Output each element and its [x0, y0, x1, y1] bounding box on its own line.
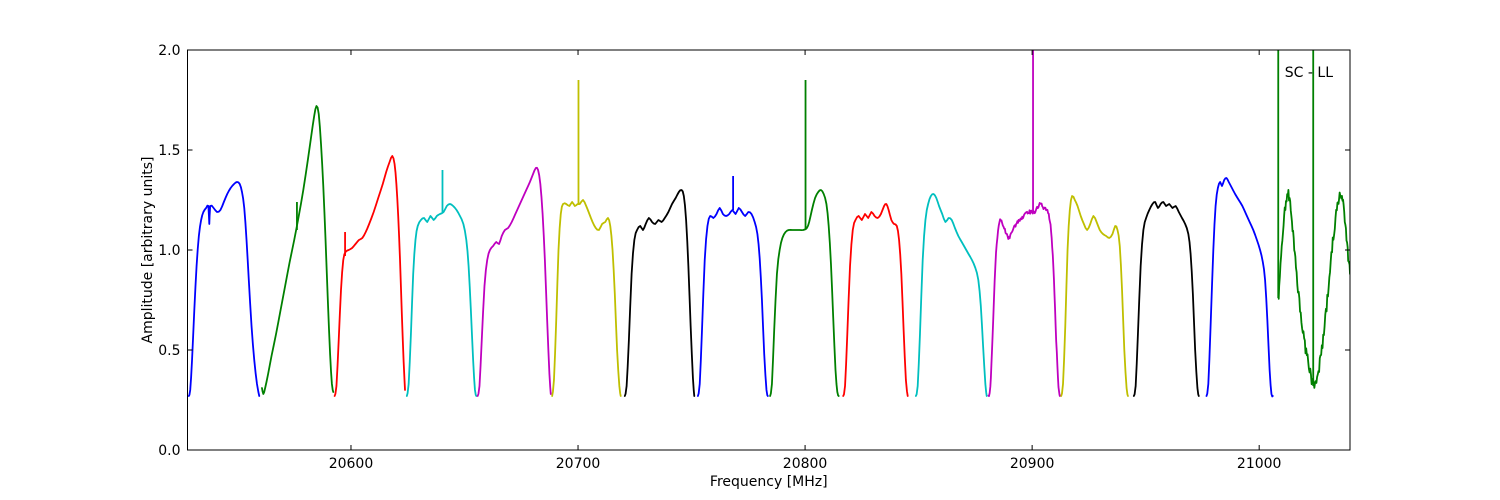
y-axis-label: Amplitude [arbitrary units] — [140, 157, 156, 344]
x-tick-label: 20600 — [329, 456, 374, 472]
series-subband-02 — [261, 105, 335, 395]
x-tick-label: 20800 — [783, 456, 828, 472]
y-tick-label: 1.0 — [158, 243, 180, 259]
series-subband-08 — [697, 207, 769, 397]
series-subband-12 — [987, 202, 1061, 397]
series-subband-14 — [1132, 201, 1200, 397]
x-tick-label: 20900 — [1010, 456, 1055, 472]
series-subband-11 — [914, 193, 988, 397]
axes-layer — [187, 49, 1351, 451]
corner-annotation: SC - LL — [1285, 65, 1333, 81]
x-axis-label: Frequency [MHz] — [710, 474, 828, 490]
series-subband-05 — [476, 166, 552, 397]
series-subband-15 — [1205, 177, 1274, 398]
series-subband-13 — [1060, 195, 1129, 397]
series-subband-09 — [769, 189, 840, 397]
y-tick-label: 0.0 — [158, 443, 180, 459]
series-subband-07 — [623, 189, 696, 397]
y-tick-label: 2.0 — [158, 43, 180, 59]
axes-frame — [187, 49, 1351, 451]
y-tick-label: 1.5 — [158, 143, 180, 159]
y-tick-label: 0.5 — [158, 343, 180, 359]
series-subband-06 — [551, 199, 622, 397]
series-subband-01 — [187, 181, 261, 397]
series-subband-10 — [842, 203, 909, 397]
series-subband-04 — [405, 203, 478, 397]
series-subband-03 — [333, 155, 406, 397]
series-subband-16 — [1277, 189, 1350, 389]
tick-label-layer: 20600 20700 20800 20900 21000 0.0 0.5 1.0 1.5 2.0 — [158, 43, 1281, 472]
x-tick-label: 21000 — [1237, 456, 1282, 472]
x-tick-label: 20700 — [556, 456, 601, 472]
series-layer — [187, 50, 1350, 398]
